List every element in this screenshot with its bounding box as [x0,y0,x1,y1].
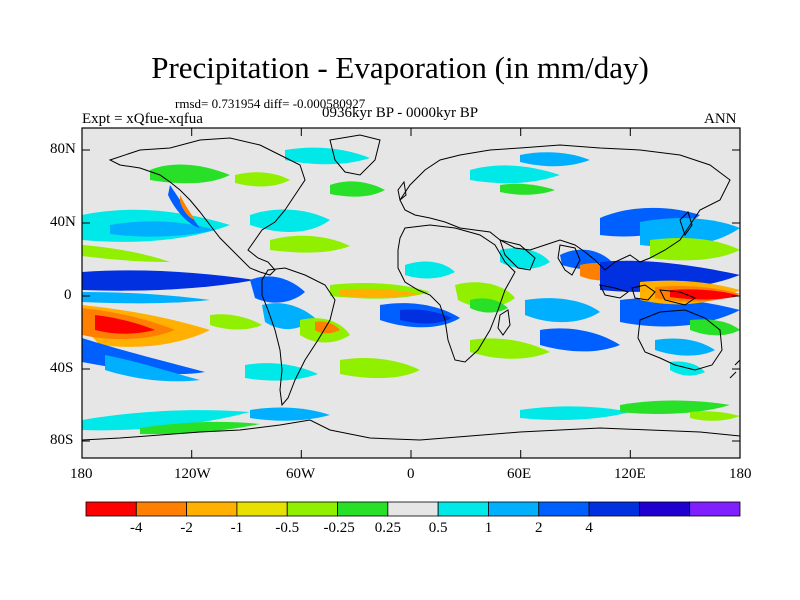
lon-tick-label: 180 [729,466,752,482]
lat-tick-label: 80N [50,141,76,157]
lon-tick-label: 180 [70,466,93,482]
colorbar-label: -0.25 [323,520,355,536]
colorbar-swatch [588,501,640,517]
colorbar-swatch [236,501,288,517]
colorbar-swatch [488,501,540,517]
colorbar-swatch [387,501,439,517]
colorbar-label: 2 [535,520,543,536]
colorbar-swatch [337,501,389,517]
colorbar-swatch [638,501,691,517]
lon-tick-label: 0 [407,466,415,482]
coastlines [82,134,740,441]
colorbar-swatch [689,501,741,517]
period-label: 0936kyr BP - 0000kyr BP [322,105,479,121]
lon-ticks [81,128,631,458]
stats-text: rmsd= 0.731954 diff= -0.000580927 [175,96,366,111]
colorbar-label: -0.5 [275,520,300,536]
colorbar-swatch [135,501,188,517]
lon-tick-label: 120W [174,466,211,482]
lat-tick-label: 40N [50,214,76,230]
lat-tick-label: 80S [50,432,74,448]
colorbar [85,501,741,517]
colorbar-swatch [437,501,489,517]
colorbar-swatch [186,501,238,517]
lon-tick-label: 60W [286,466,316,482]
lat-ticks [82,149,740,442]
colorbar-label: 4 [585,520,593,536]
lat-tick-label: 40S [50,360,74,376]
colorbar-swatch [286,501,338,517]
lat-tick-label: 0 [64,287,72,303]
colorbar-label: 1 [484,520,493,536]
lon-tick-label: 60E [507,466,532,482]
precip-field [82,147,740,435]
colorbar-label: -1 [230,520,244,536]
colorbar-label: -4 [130,520,143,536]
map-title: Precipitation - Evaporation (in mm/day) [151,50,649,85]
colorbar-swatch [538,501,590,517]
colorbar-label: 0.25 [374,520,401,536]
colorbar-label: 0.5 [428,520,448,536]
lon-tick-label: 120E [614,466,646,482]
season-label: ANN [704,111,737,127]
colorbar-label: -2 [180,520,193,536]
colorbar-swatch [85,501,137,517]
experiment-label: Expt = xQfue-xqfua [82,111,203,127]
